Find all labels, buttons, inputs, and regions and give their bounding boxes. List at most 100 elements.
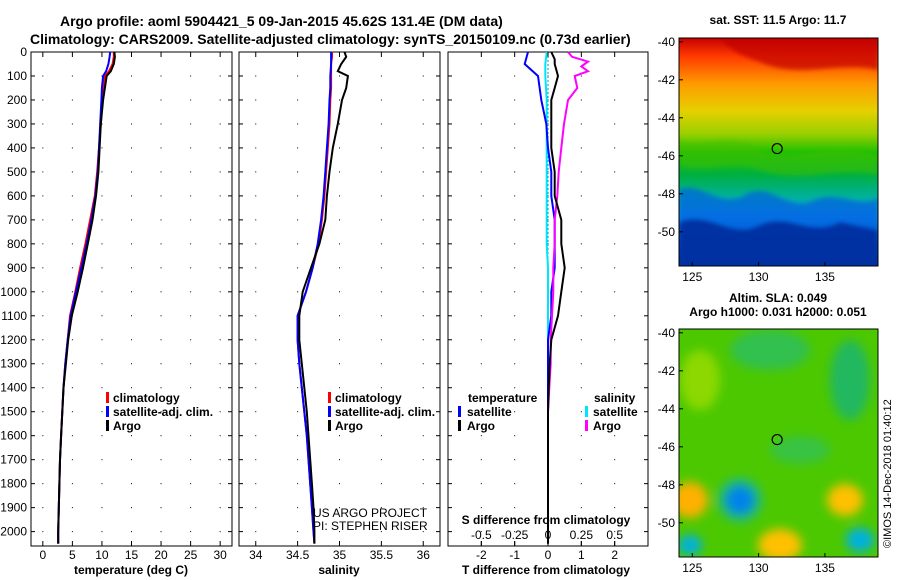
grid-dot <box>380 507 382 509</box>
sst-argo-location-marker <box>771 142 783 155</box>
grid-dot <box>580 291 582 293</box>
grid-dot <box>297 195 299 197</box>
grid-dot <box>219 315 221 317</box>
grid-dot <box>255 387 257 389</box>
grid-dot <box>580 507 582 509</box>
grid-dot <box>380 483 382 485</box>
sla-features <box>679 330 874 557</box>
grid-dot <box>131 315 132 317</box>
grid-dot <box>219 243 221 245</box>
grid-dot <box>480 75 482 77</box>
grid-dot <box>190 363 192 365</box>
depth-tick-label: 700 <box>7 213 27 227</box>
sla-map-frame <box>678 328 879 558</box>
grid-dot <box>71 171 73 173</box>
grid-dot <box>514 219 516 221</box>
legend-swatch-climatology <box>328 392 331 403</box>
grid-dot <box>131 363 132 365</box>
map-x-tick-label: 125 <box>682 270 702 284</box>
grid-dot <box>42 387 44 389</box>
grid-dot <box>71 267 73 269</box>
grid-dot <box>614 147 616 149</box>
sla-anomaly <box>679 535 702 555</box>
grid-dot <box>190 531 192 533</box>
grid-dot <box>422 387 424 389</box>
map-x-tick-label: 135 <box>815 270 835 284</box>
grid-dot <box>514 363 516 365</box>
grid-dot <box>42 339 44 341</box>
grid-dot <box>339 195 340 197</box>
grid-dot <box>101 171 103 173</box>
depth-tick-label: 800 <box>7 237 27 251</box>
legend-swatch-argo <box>106 420 109 431</box>
grid-dot <box>422 267 424 269</box>
grid-dot <box>101 219 103 221</box>
legend-label-s-satellite: satellite <box>593 405 638 419</box>
grid-dot <box>580 483 582 485</box>
grid-dot <box>160 219 162 221</box>
grid-dot <box>614 315 616 317</box>
series-line-s-argo <box>547 51 591 544</box>
grid-dot <box>71 243 73 245</box>
grid-dot <box>131 507 132 509</box>
grid-dot <box>297 123 299 125</box>
legend-label-satellite: satellite-adj. clim. <box>335 405 435 419</box>
grid-dot <box>339 483 340 485</box>
depth-tick-label: 1900 <box>0 501 27 515</box>
grid-dot <box>614 99 616 101</box>
legend-label-argo: Argo <box>113 419 141 433</box>
grid-dot <box>514 387 516 389</box>
map-y-tick-label: -48 <box>658 478 676 492</box>
grid-dot <box>131 267 132 269</box>
grid-dot <box>614 339 616 341</box>
x-tick-label: 34.5 <box>286 548 310 562</box>
grid-dot <box>297 531 299 533</box>
map-y-tick-label: -48 <box>658 187 676 201</box>
grid-dot <box>422 243 424 245</box>
grid-dot <box>580 267 582 269</box>
grid-dot <box>614 363 616 365</box>
grid-dot <box>131 195 132 197</box>
grid-dot <box>297 507 299 509</box>
depth-tick-label: 1500 <box>0 405 27 419</box>
grid-dot <box>101 195 103 197</box>
grid-dot <box>580 171 582 173</box>
grid-dot <box>190 267 192 269</box>
x-tick-label: 35 <box>333 548 347 562</box>
grid-dot <box>614 291 616 293</box>
grid-dot <box>219 171 221 173</box>
grid-dot <box>219 219 221 221</box>
grid-dot <box>42 459 44 461</box>
grid-dot <box>190 219 192 221</box>
grid-dot <box>339 243 340 245</box>
grid-dot <box>339 435 340 437</box>
grid-dot <box>42 219 44 221</box>
sst-map-title: sat. SST: 11.5 Argo: 11.7 <box>710 13 847 27</box>
grid-dot <box>297 171 299 173</box>
grid-dot <box>380 531 382 533</box>
grid-dot <box>614 195 616 197</box>
salinity-panel-frame <box>238 51 441 547</box>
grid-dot <box>219 435 221 437</box>
grid-dot <box>297 411 299 413</box>
grid-dot <box>422 459 424 461</box>
grid-dot <box>514 99 516 101</box>
x-tick-label: 0.25 <box>570 528 594 542</box>
grid-dot <box>422 483 424 485</box>
x-tick-label: 30 <box>213 548 227 562</box>
grid-dot <box>514 267 516 269</box>
x-tick-label: 20 <box>154 548 168 562</box>
grid-dot <box>614 507 616 509</box>
grid-dot <box>547 195 549 197</box>
grid-dot <box>131 339 132 341</box>
grid-dot <box>71 507 73 509</box>
sst-features <box>679 38 878 266</box>
grid-dot <box>160 267 162 269</box>
grid-dot <box>255 483 257 485</box>
legend-label-t-satellite: satellite <box>467 405 512 419</box>
grid-dot <box>297 219 299 221</box>
grid-dot <box>101 123 103 125</box>
legend-label-climatology: climatology <box>335 391 402 405</box>
grid-dot <box>255 147 257 149</box>
grid-dot <box>219 483 221 485</box>
